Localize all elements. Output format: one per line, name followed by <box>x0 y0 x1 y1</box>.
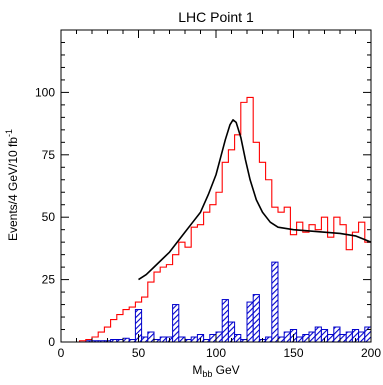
bar-1-30 <box>246 301 254 342</box>
x-tick-label-50: 50 <box>132 346 146 360</box>
bar-1-44 <box>333 326 341 342</box>
bar-1-31 <box>252 294 260 342</box>
bar-1-45 <box>339 334 347 342</box>
series-fit-2 <box>138 119 371 281</box>
bar-1-27 <box>227 321 236 342</box>
x-tick-label-150: 150 <box>283 346 303 360</box>
bar-1-16 <box>159 336 167 342</box>
bar-1-24 <box>209 334 217 342</box>
bar-1-38 <box>296 336 304 342</box>
axis-tick-labels: 0 50 100 150 200 0 25 50 75 100 <box>35 85 381 360</box>
y-tick-label-25: 25 <box>42 273 56 287</box>
bar-1-14 <box>147 331 155 342</box>
y-tick-label-0: 0 <box>48 335 55 349</box>
y-tick-label-100: 100 <box>35 85 55 99</box>
y-axis-title-sup: -1 <box>4 129 14 137</box>
bar-1-10 <box>122 337 130 342</box>
x-tick-label-0: 0 <box>58 346 65 360</box>
bar-1-19 <box>178 336 186 342</box>
bar-1-12 <box>134 309 143 342</box>
y-axis-title: Events/4 GeV/10 fb-1 <box>4 129 20 241</box>
bar-1-26 <box>221 299 229 342</box>
bar-1-35 <box>277 336 285 342</box>
x-axis-title-sub: bb <box>202 369 212 379</box>
chart-title: LHC Point 1 <box>178 9 254 25</box>
bar-1-28 <box>234 334 242 342</box>
bar-1-41 <box>314 326 322 342</box>
x-axis-title: Mbb GeV <box>192 363 239 379</box>
bar-1-46 <box>345 331 353 342</box>
bar-1-13 <box>141 336 149 342</box>
bar-1-43 <box>327 334 335 342</box>
bar-1-39 <box>302 334 310 342</box>
bar-1-25 <box>215 331 223 342</box>
plot-frame <box>60 29 372 343</box>
x-axis-title-main: M <box>192 363 202 377</box>
x-tick-label-200: 200 <box>361 346 381 360</box>
series-step-0 <box>61 96 371 342</box>
x-tick-label-100: 100 <box>206 346 226 360</box>
bar-1-33 <box>265 336 273 342</box>
y-tick-label-75: 75 <box>42 148 56 162</box>
x-axis-title-rest: GeV <box>212 363 239 377</box>
bar-1-40 <box>308 331 316 342</box>
y-axis-title-main: Events/4 GeV/10 fb <box>6 137 20 241</box>
bar-1-21 <box>190 336 198 342</box>
axis-ticks <box>60 29 372 343</box>
bar-1-18 <box>172 304 180 342</box>
bar-1-36 <box>283 331 291 342</box>
chart-marks <box>61 96 371 342</box>
bar-1-34 <box>271 261 279 342</box>
y-tick-label-50: 50 <box>42 210 56 224</box>
bar-1-48 <box>358 331 366 342</box>
